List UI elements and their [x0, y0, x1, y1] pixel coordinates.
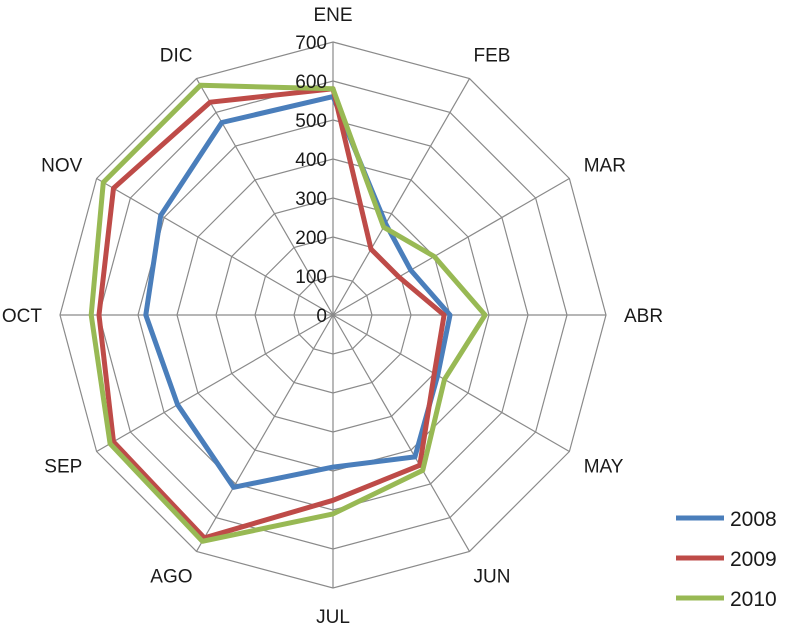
category-label-oct: OCT: [2, 306, 43, 327]
spoke-nov: [96, 177, 334, 316]
chart-grid: [59, 41, 607, 589]
tick-label-400: 400: [295, 150, 327, 171]
spoke-sep: [96, 314, 334, 453]
category-label-abr: ABR: [624, 306, 663, 327]
tick-label-500: 500: [295, 111, 327, 132]
category-label-ene: ENE: [313, 5, 352, 26]
spoke-mar: [332, 177, 570, 316]
category-label-may: MAY: [584, 457, 624, 478]
category-labels: ENE FEB MAR ABR MAY JUN JUL AGO SEP OCT NOV DIC: [2, 5, 663, 623]
spoke-may: [332, 314, 570, 453]
legend-label-2008: 2008: [730, 508, 777, 531]
series-line-2009: [96, 86, 447, 541]
radial-tick-labels: 0 100 200 300 400 500 600 700: [295, 33, 327, 327]
category-label-sep: SEP: [44, 457, 82, 478]
chart-series: [88, 82, 488, 544]
legend-label-2010: 2010: [730, 588, 777, 611]
tick-label-300: 300: [295, 189, 327, 210]
legend-label-2009: 2009: [730, 548, 777, 571]
tick-label-200: 200: [295, 228, 327, 249]
tick-label-700: 700: [295, 33, 327, 54]
category-label-dic: DIC: [160, 45, 193, 66]
series-line-2010: [88, 82, 488, 544]
chart-legend: 2008 2009 2010: [676, 508, 777, 611]
category-label-feb: FEB: [474, 45, 511, 66]
spoke-ago: [195, 314, 334, 552]
series-line-2008: [143, 94, 453, 490]
category-label-jun: JUN: [474, 567, 511, 588]
spoke-feb: [332, 78, 471, 316]
tick-label-100: 100: [295, 267, 327, 288]
category-label-ago: AGO: [150, 567, 192, 588]
category-label-mar: MAR: [584, 156, 626, 177]
spoke-jun: [332, 314, 471, 552]
category-label-nov: NOV: [41, 156, 83, 177]
category-label-jul: JUL: [316, 607, 350, 623]
tick-label-600: 600: [295, 72, 327, 93]
tick-label-0: 0: [316, 306, 327, 327]
spoke-dic: [195, 78, 334, 316]
